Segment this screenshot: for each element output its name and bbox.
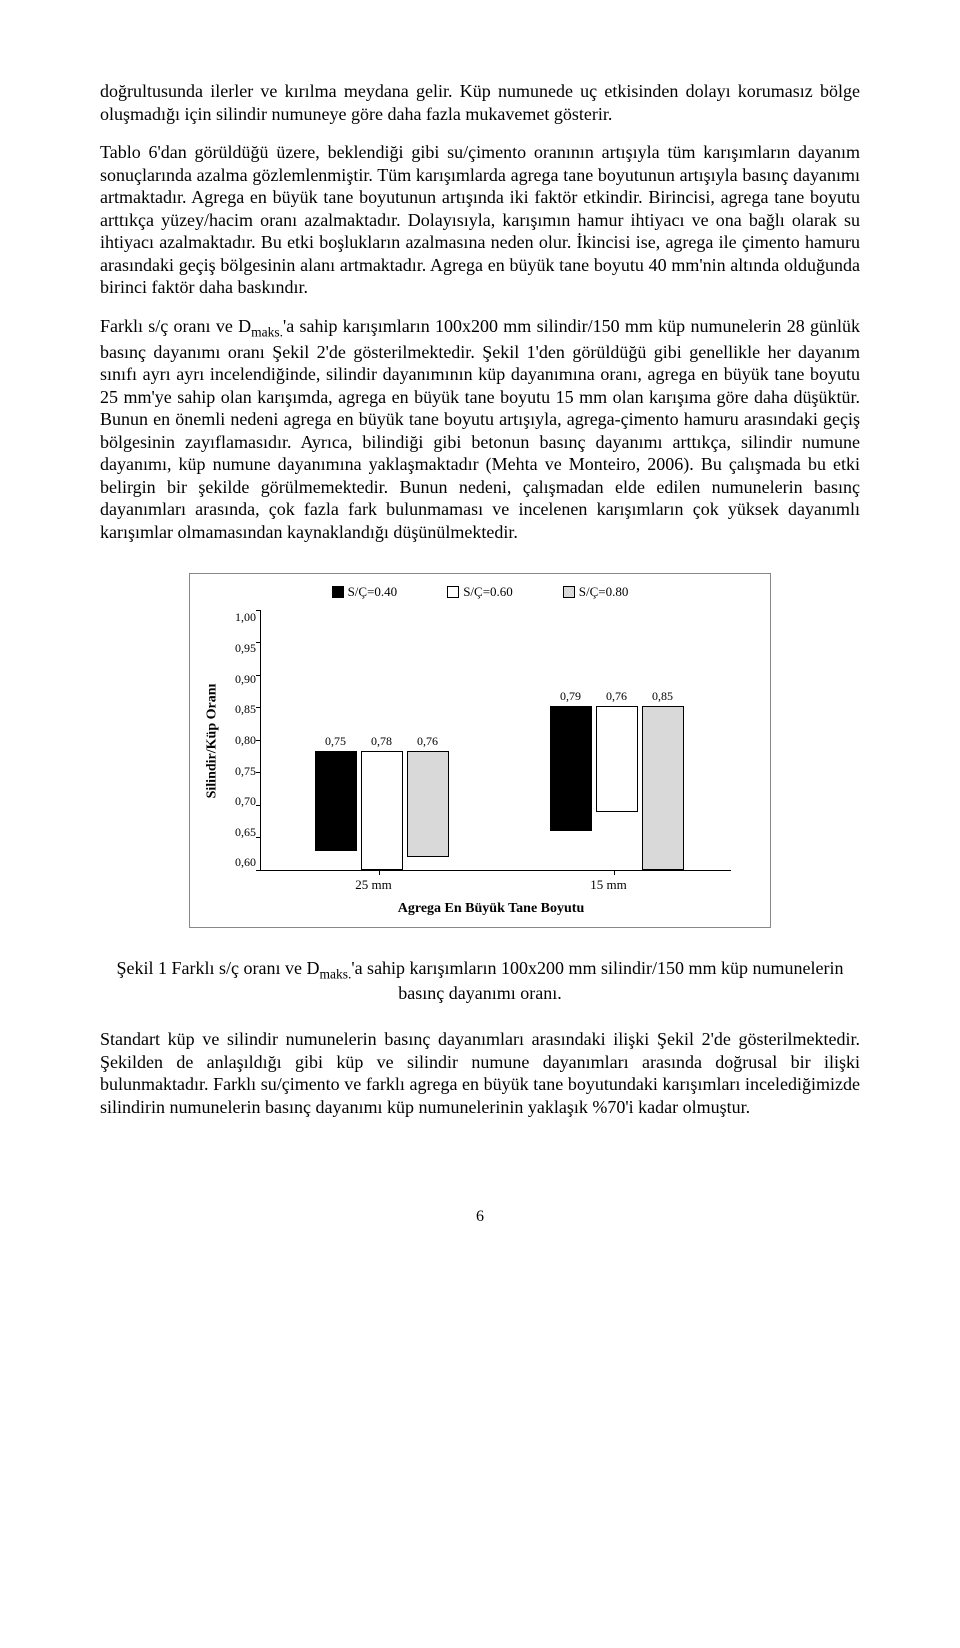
bar: 0,75 [315, 751, 357, 851]
bar-value-label: 0,76 [606, 689, 627, 704]
p3-sub: maks. [251, 324, 283, 339]
y-axis-label-col: Silindir/Küp Oranı [200, 610, 224, 871]
bar: 0,76 [596, 706, 638, 812]
y-tick-label: 0,80 [224, 733, 256, 748]
y-tick-mark [256, 610, 261, 611]
legend-swatch-gray [563, 586, 575, 598]
y-axis-label: Silindir/Küp Oranı [204, 684, 220, 799]
bar-value-label: 0,79 [560, 689, 581, 704]
paragraph-4: Standart küp ve silindir numunelerin bas… [100, 1028, 860, 1118]
bar-group: 0,790,760,85 [550, 706, 684, 871]
y-tick-column: 1,00 0,95 0,90 0,85 0,80 0,75 0,70 0,65 0,60 [224, 610, 260, 870]
chart-wrapper: S/Ç=0.40 S/Ç=0.60 S/Ç=0.80 Silindir/Küp … [100, 573, 860, 928]
bar-chart: S/Ç=0.40 S/Ç=0.60 S/Ç=0.80 Silindir/Küp … [189, 573, 771, 928]
y-tick-mark [256, 837, 261, 838]
legend-item-c: S/Ç=0.80 [563, 584, 629, 600]
plot-area: 0,750,780,760,790,760,85 [260, 610, 731, 871]
legend-item-b: S/Ç=0.60 [447, 584, 513, 600]
y-tick-label: 0,85 [224, 702, 256, 717]
paragraph-1: doğrultusunda ilerler ve kırılma meydana… [100, 80, 860, 125]
caption-text-a: Şekil 1 Farklı s/ç oranı ve D [116, 958, 319, 978]
bar: 0,79 [550, 706, 592, 832]
page-body: doğrultusunda ilerler ve kırılma meydana… [0, 0, 960, 1266]
y-tick-mark [256, 805, 261, 806]
x-tick-label: 15 mm [491, 877, 726, 893]
bar-value-label: 0,76 [417, 734, 438, 749]
y-tick-label: 0,60 [224, 855, 256, 870]
x-labels-row: 25 mm15 mm [256, 877, 726, 893]
y-tick-mark [256, 707, 261, 708]
paragraph-2: Tablo 6'dan görüldüğü üzere, beklendiği … [100, 141, 860, 299]
x-tick-mark [379, 870, 380, 875]
x-axis-title: Agrega En Büyük Tane Boyutu [256, 901, 726, 917]
bar-value-label: 0,85 [652, 689, 673, 704]
legend-label-b: S/Ç=0.60 [463, 584, 513, 600]
bar: 0,78 [361, 751, 403, 870]
caption-sub: maks. [319, 967, 351, 982]
plot-row: Silindir/Küp Oranı 1,00 0,95 0,90 0,85 0,80 0… [200, 610, 760, 871]
legend-label-a: S/Ç=0.40 [348, 584, 398, 600]
p3-text-b: 'a sahip karışımların 100x200 mm silindi… [100, 316, 860, 542]
legend-swatch-black [332, 586, 344, 598]
chart-legend: S/Ç=0.40 S/Ç=0.60 S/Ç=0.80 [200, 584, 760, 600]
y-tick-label: 0,95 [224, 641, 256, 656]
y-tick-label: 0,75 [224, 764, 256, 779]
y-tick-mark [256, 642, 261, 643]
y-tick-label: 0,70 [224, 794, 256, 809]
caption-text-b: 'a sahip karışımların 100x200 mm silindi… [351, 958, 843, 1003]
bar-value-label: 0,78 [371, 734, 392, 749]
page-number: 6 [100, 1208, 860, 1226]
bar: 0,85 [642, 706, 684, 871]
y-tick-mark [256, 675, 261, 676]
bar-group: 0,750,780,76 [315, 751, 449, 870]
y-tick-label: 0,90 [224, 672, 256, 687]
legend-item-a: S/Ç=0.40 [332, 584, 398, 600]
x-tick-mark [614, 870, 615, 875]
paragraph-3: Farklı s/ç oranı ve Dmaks.'a sahip karış… [100, 315, 860, 544]
y-tick-mark [256, 740, 261, 741]
legend-swatch-white [447, 586, 459, 598]
figure-caption: Şekil 1 Farklı s/ç oranı ve Dmaks.'a sah… [100, 958, 860, 1004]
y-tick-mark [256, 870, 261, 871]
y-tick-label: 1,00 [224, 610, 256, 625]
legend-label-c: S/Ç=0.80 [579, 584, 629, 600]
x-tick-label: 25 mm [256, 877, 491, 893]
p3-text-a: Farklı s/ç oranı ve D [100, 316, 251, 336]
y-tick-label: 0,65 [224, 825, 256, 840]
y-tick-mark [256, 772, 261, 773]
bar: 0,76 [407, 751, 449, 857]
bar-value-label: 0,75 [325, 734, 346, 749]
